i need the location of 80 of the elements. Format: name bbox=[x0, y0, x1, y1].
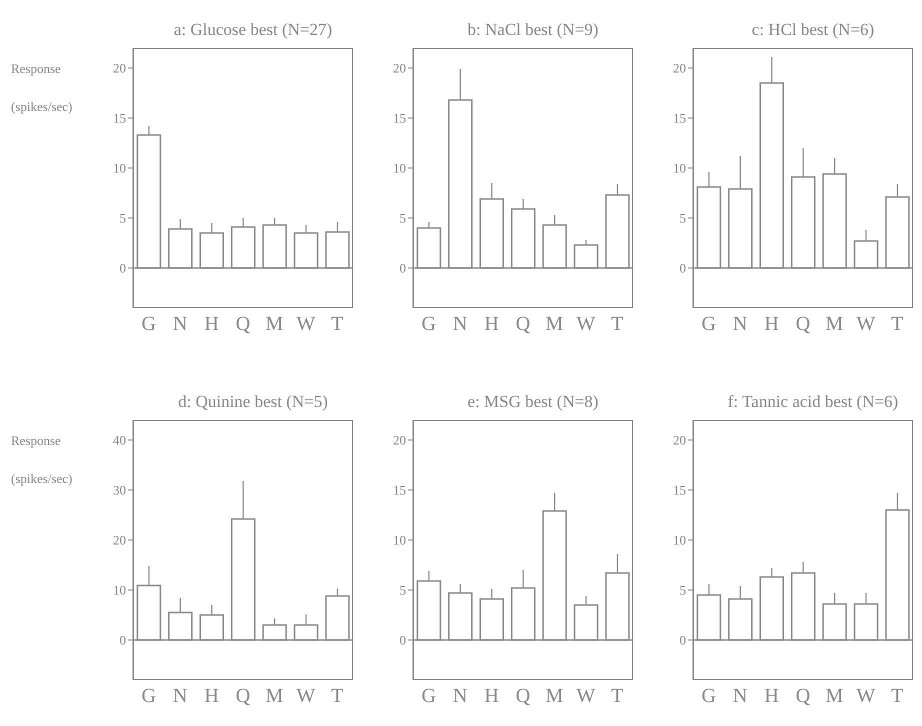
x-tick-label: M bbox=[266, 313, 284, 336]
x-tick-label: T bbox=[331, 313, 344, 336]
y-tick-label: 0 bbox=[120, 260, 126, 276]
x-tick-label: H bbox=[204, 685, 219, 708]
y-tick-label: 10 bbox=[673, 532, 686, 548]
x-tick-label: N bbox=[732, 685, 748, 708]
x-tick-label: W bbox=[856, 685, 876, 708]
x-tick-label: H bbox=[764, 685, 779, 708]
x-tick-label: G bbox=[141, 313, 156, 336]
x-tick-label: N bbox=[732, 313, 748, 336]
x-tick-label: M bbox=[826, 685, 844, 708]
x-tick-label: N bbox=[172, 685, 188, 708]
y-tick-label: 20 bbox=[673, 432, 686, 448]
x-tick-label: T bbox=[891, 313, 904, 336]
x-tick-label: M bbox=[546, 313, 564, 336]
x-tick-label: G bbox=[421, 685, 436, 708]
x-tick-label: H bbox=[204, 313, 219, 336]
x-tick-label: H bbox=[484, 685, 499, 708]
chart-title: c: HCl best (N=6) bbox=[750, 20, 876, 40]
chart-title: d: Quinine best (N=5) bbox=[177, 392, 329, 412]
y-tick-label: 15 bbox=[393, 110, 406, 126]
x-tick-label: W bbox=[296, 313, 316, 336]
y-tick-label: 15 bbox=[673, 482, 686, 498]
x-tick-label: Q bbox=[796, 685, 811, 708]
text: Response (spikes/sec) bbox=[11, 61, 72, 114]
x-tick-label: N bbox=[452, 313, 468, 336]
y-tick-label: 30 bbox=[113, 482, 126, 498]
chart-title: f: Tannic acid best (N=6) bbox=[726, 392, 900, 412]
x-tick-label: M bbox=[826, 313, 844, 336]
x-tick-label: G bbox=[701, 313, 716, 336]
x-tick-label: G bbox=[421, 313, 436, 336]
chart-title: a: Glucose best (N=27) bbox=[172, 20, 334, 40]
chart-title: e: MSG best (N=8) bbox=[466, 392, 600, 412]
x-tick-label: T bbox=[611, 685, 624, 708]
x-tick-label: W bbox=[576, 313, 596, 336]
x-tick-label: N bbox=[172, 313, 188, 336]
y-tick-label: 5 bbox=[120, 210, 126, 226]
y-tick-label: 5 bbox=[400, 582, 406, 598]
y-tick-label: 20 bbox=[393, 432, 406, 448]
y-tick-label: 15 bbox=[393, 482, 406, 498]
x-tick-label: T bbox=[891, 685, 904, 708]
y-tick-label: 0 bbox=[680, 260, 686, 276]
x-tick-label: G bbox=[701, 685, 716, 708]
x-tick-label: Q bbox=[796, 313, 811, 336]
y-tick-label: 20 bbox=[393, 60, 406, 76]
x-tick-label: T bbox=[611, 313, 624, 336]
x-tick-label: Q bbox=[236, 685, 251, 708]
y-tick-label: 10 bbox=[393, 532, 406, 548]
y-tick-label: 15 bbox=[673, 110, 686, 126]
chart-title: b: NaCl best (N=9) bbox=[466, 20, 600, 40]
x-tick-label: Q bbox=[516, 313, 531, 336]
x-tick-label: Q bbox=[236, 313, 251, 336]
x-tick-label: W bbox=[856, 313, 876, 336]
x-tick-label: M bbox=[266, 685, 284, 708]
y-tick-label: 10 bbox=[673, 160, 686, 176]
y-tick-label: 40 bbox=[113, 432, 126, 448]
x-tick-label: Q bbox=[516, 685, 531, 708]
y-tick-label: 0 bbox=[120, 632, 126, 648]
x-tick-label: W bbox=[296, 685, 316, 708]
y-tick-label: 0 bbox=[680, 632, 686, 648]
text: Response (spikes/sec) bbox=[11, 433, 72, 486]
x-tick-label: N bbox=[452, 685, 468, 708]
y-tick-label: 20 bbox=[673, 60, 686, 76]
y-tick-label: 20 bbox=[113, 532, 126, 548]
x-tick-label: G bbox=[141, 685, 156, 708]
y-tick-label: 20 bbox=[113, 60, 126, 76]
y-tick-label: 10 bbox=[113, 582, 126, 598]
x-tick-label: W bbox=[576, 685, 596, 708]
x-tick-label: M bbox=[546, 685, 564, 708]
x-tick-label: H bbox=[484, 313, 499, 336]
y-tick-label: 5 bbox=[680, 582, 686, 598]
y-tick-label: 0 bbox=[400, 632, 406, 648]
x-tick-label: H bbox=[764, 313, 779, 336]
y-tick-label: 5 bbox=[680, 210, 686, 226]
y-tick-label: 10 bbox=[113, 160, 126, 176]
y-tick-label: 0 bbox=[400, 260, 406, 276]
y-tick-label: 10 bbox=[393, 160, 406, 176]
y-tick-label: 15 bbox=[113, 110, 126, 126]
x-tick-label: T bbox=[331, 685, 344, 708]
y-tick-label: 5 bbox=[400, 210, 406, 226]
